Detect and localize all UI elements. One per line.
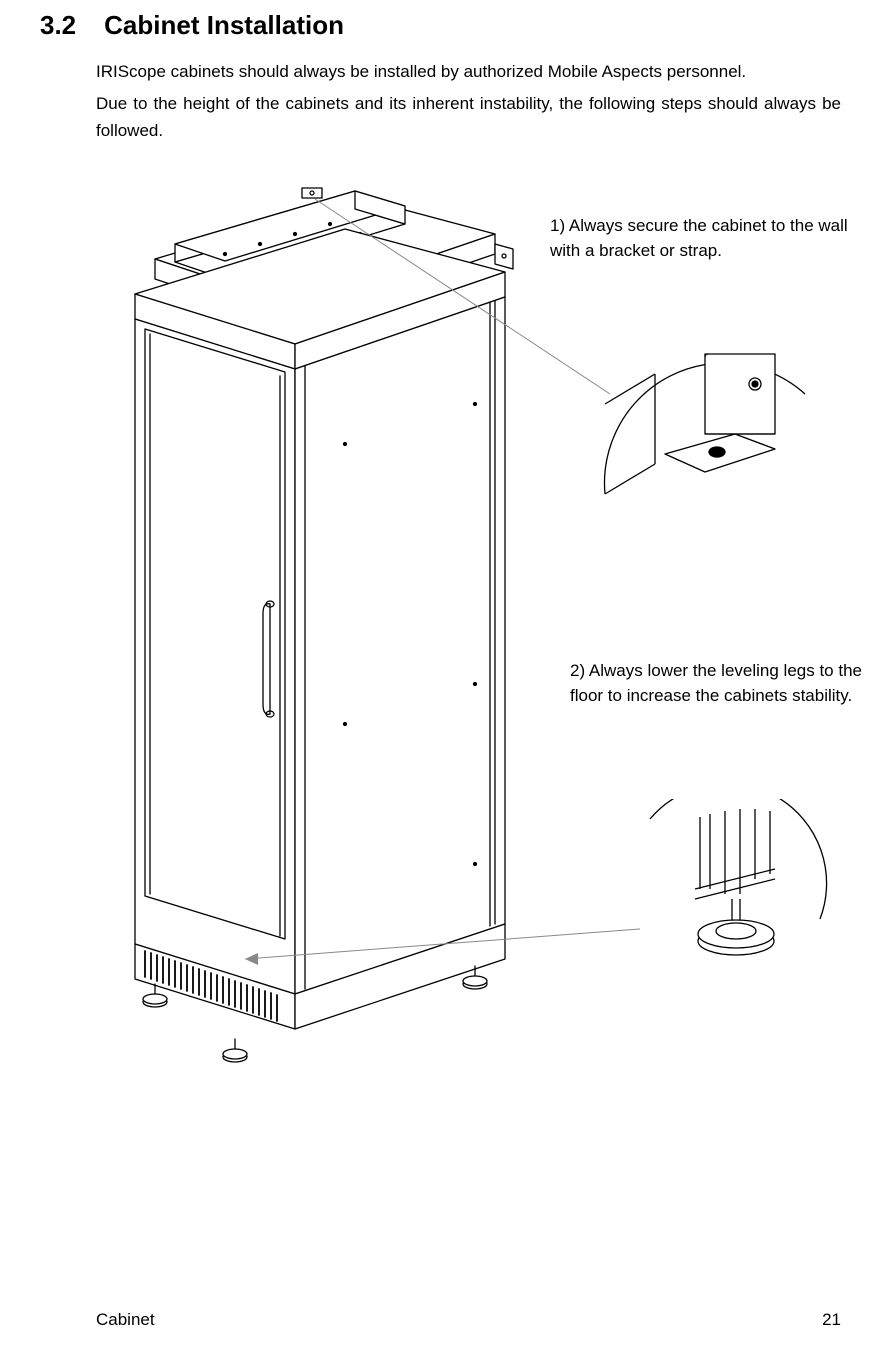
page-footer: Cabinet 21 [96, 1310, 841, 1330]
bracket-detail-diagram [595, 334, 825, 554]
figure-area: 1) Always secure the cabinet to the wall… [40, 184, 841, 1104]
footer-left: Cabinet [96, 1310, 155, 1330]
foot-detail-diagram [640, 799, 830, 979]
leader-line-2 [240, 919, 660, 979]
paragraph-1: IRIScope cabinets should always be insta… [96, 59, 841, 85]
callout-2: 2) Always lower the leveling legs to the… [570, 659, 881, 708]
section-title: Cabinet Installation [104, 10, 344, 40]
paragraph-2: Due to the height of the cabinets and it… [96, 91, 841, 144]
leader-line-1 [310, 194, 620, 404]
section-number: 3.2 [40, 10, 76, 41]
section-heading: 3.2 Cabinet Installation [40, 10, 841, 41]
footer-page-number: 21 [822, 1310, 841, 1330]
